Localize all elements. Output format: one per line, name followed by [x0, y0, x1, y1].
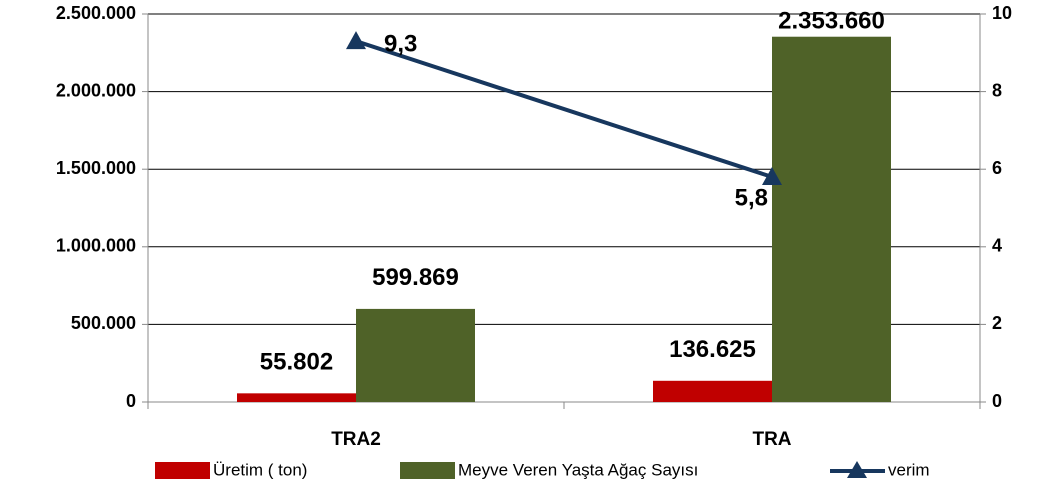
legend-label: Üretim ( ton) [213, 460, 307, 479]
data-label: 136.625 [669, 336, 756, 363]
bar [772, 36, 891, 402]
y-tick-label: 2.500.000 [56, 3, 136, 23]
legend-swatch [400, 462, 455, 479]
y-tick-label: 500.000 [71, 313, 136, 333]
marker [762, 166, 782, 185]
y2-tick-label: 6 [992, 158, 1002, 178]
x-tick-label: TRA [752, 429, 791, 450]
data-label: 9,3 [384, 31, 417, 58]
x-tick-label: TRA2 [331, 429, 381, 450]
legend-marker [847, 461, 867, 478]
bar [237, 393, 356, 402]
marker [346, 31, 366, 50]
data-label: 55.802 [260, 349, 333, 376]
bar [356, 308, 475, 402]
bar [653, 380, 772, 402]
legend-swatch [155, 462, 210, 479]
data-label: 2.353.660 [778, 7, 885, 34]
y2-tick-label: 10 [992, 3, 1012, 23]
y-tick-label: 2.000.000 [56, 80, 136, 100]
y-tick-label: 1.000.000 [56, 236, 136, 256]
y-tick-label: 1.500.000 [56, 158, 136, 178]
legend-label: Meyve Veren Yaşta Ağaç Sayısı [458, 460, 698, 479]
y2-tick-label: 8 [992, 80, 1002, 100]
line [355, 39, 773, 179]
legend-label: verim [888, 460, 930, 479]
y-tick-label: 0 [126, 391, 136, 411]
data-label: 599.869 [372, 264, 459, 291]
data-label: 5,8 [735, 184, 768, 211]
y2-tick-label: 4 [992, 236, 1002, 256]
y2-tick-label: 0 [992, 391, 1002, 411]
y2-tick-label: 2 [992, 313, 1002, 333]
